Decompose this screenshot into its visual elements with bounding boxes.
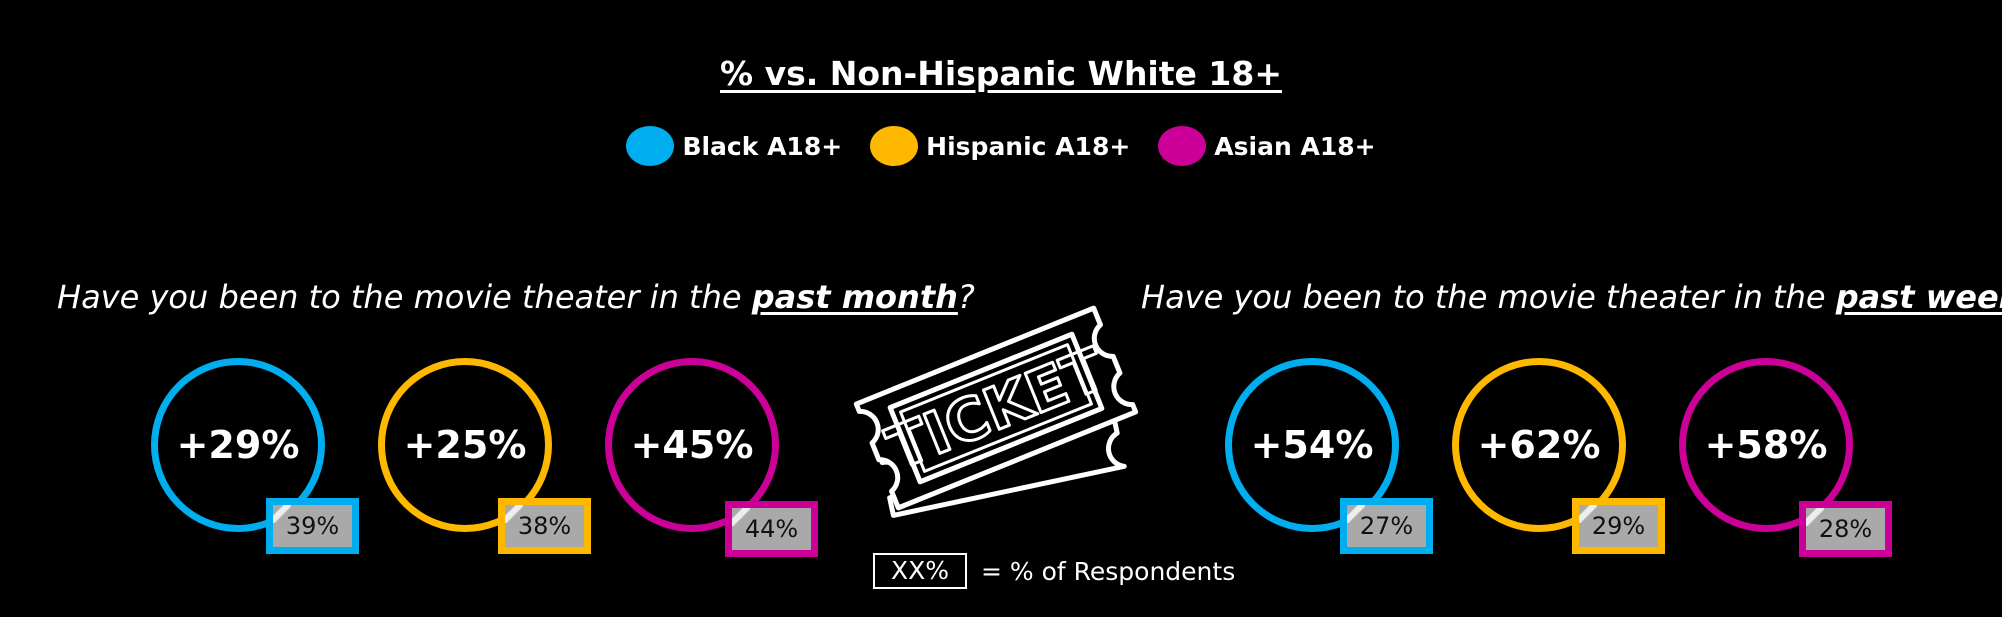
ring-value-past-month-asian: +45% <box>630 423 754 467</box>
badge-value-past-week-hispanic: 29% <box>1591 512 1646 540</box>
legend: Black A18+ Hispanic A18+ Asian A18+ <box>0 126 2002 166</box>
ring-value-past-month-black: +29% <box>176 423 300 467</box>
legend-label-asian: Asian A18+ <box>1214 131 1376 161</box>
badge-value-past-month-asian: 44% <box>744 515 799 543</box>
question-past-month-prefix: Have you been to the movie theater in th… <box>57 278 752 316</box>
question-past-week-prefix: Have you been to the movie theater in th… <box>1141 278 1836 316</box>
ring-past-month-hispanic <box>378 358 552 532</box>
ring-past-month-asian <box>605 358 779 532</box>
legend-swatch-asian <box>1158 126 1207 166</box>
badge-value-past-month-hispanic: 38% <box>517 512 572 540</box>
ring-value-past-week-asian: +58% <box>1704 423 1828 467</box>
legend-swatch-hispanic <box>870 126 919 166</box>
ring-past-week-asian <box>1679 358 1853 532</box>
badge-value-past-week-black: 27% <box>1359 512 1414 540</box>
legend-item-hispanic: Hispanic A18+ <box>870 126 1130 166</box>
ring-past-week-hispanic <box>1452 358 1626 532</box>
ticket-icon: TICKET <box>853 305 1139 518</box>
legend-swatch-black <box>626 126 675 166</box>
question-past-month-emphasis: past month <box>751 278 958 316</box>
respondents-key: XX% = % of Respondents <box>873 553 1235 589</box>
question-past-week: Have you been to the movie theater in th… <box>1141 278 2002 316</box>
badge-past-week-asian: 28% <box>1799 501 1892 557</box>
badge-past-month-asian: 44% <box>725 501 818 557</box>
key-box: XX% <box>873 553 967 589</box>
question-past-month-suffix: ? <box>957 278 975 316</box>
legend-label-hispanic: Hispanic A18+ <box>926 131 1131 161</box>
question-past-week-emphasis: past week <box>1835 278 2002 316</box>
badge-value-past-week-asian: 28% <box>1818 515 1873 543</box>
ring-past-month-black <box>151 358 325 532</box>
badge-past-week-black: 27% <box>1340 498 1433 554</box>
ring-value-past-month-hispanic: +25% <box>403 423 527 467</box>
ring-value-past-week-hispanic: +62% <box>1477 423 1601 467</box>
ring-past-week-black <box>1225 358 1399 532</box>
badge-past-month-black: 39% <box>266 498 359 554</box>
key-text: = % of Respondents <box>981 556 1236 586</box>
question-past-month: Have you been to the movie theater in th… <box>57 278 975 316</box>
badge-past-week-hispanic: 29% <box>1572 498 1665 554</box>
legend-item-black: Black A18+ <box>626 126 842 166</box>
legend-item-asian: Asian A18+ <box>1158 126 1376 166</box>
badge-past-month-hispanic: 38% <box>498 498 591 554</box>
badge-value-past-month-black: 39% <box>285 512 340 540</box>
ring-value-past-week-black: +54% <box>1250 423 1374 467</box>
chart-title: % vs. Non-Hispanic White 18+ <box>720 54 1282 93</box>
legend-label-black: Black A18+ <box>682 131 843 161</box>
